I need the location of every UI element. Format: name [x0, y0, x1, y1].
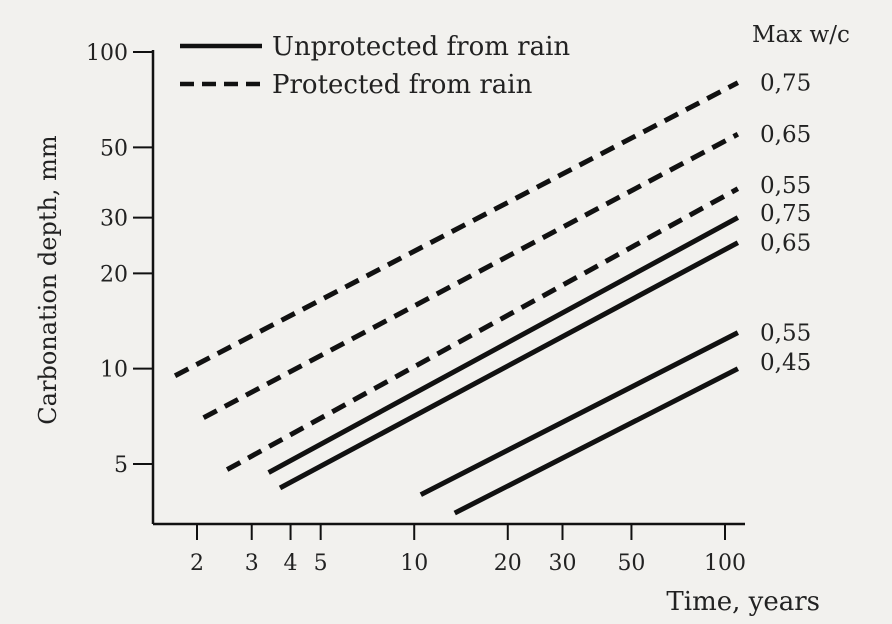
series-end-label: 0,55 — [760, 173, 811, 199]
y-tick-label: 30 — [100, 207, 128, 232]
y-tick-label: 5 — [114, 453, 128, 478]
series-line-dashed-0-55 — [225, 186, 740, 472]
data-series — [173, 80, 740, 516]
end-labels: 0,750,650,550,750,650,550,45 — [760, 71, 811, 376]
series-end-label: 0,65 — [760, 231, 811, 257]
y-tick-label: 100 — [86, 41, 128, 66]
end-label-header: Max w/c — [752, 22, 850, 48]
series-line-solid-0-65 — [278, 240, 740, 491]
x-tick-label: 30 — [549, 551, 577, 576]
x-tick-label: 4 — [284, 551, 298, 576]
series-line-dashed-0-65 — [202, 132, 740, 420]
y-tick-label: 10 — [100, 358, 128, 383]
x-ticks: 2 3 4 5 10 20 30 50 100 — [190, 524, 746, 576]
series-end-label: 0,65 — [760, 122, 811, 148]
series-line-solid-0-75 — [267, 215, 740, 475]
x-tick-label: 3 — [245, 551, 259, 576]
y-tick-label: 20 — [100, 262, 128, 287]
x-tick-label: 100 — [704, 551, 746, 576]
x-tick-label: 50 — [617, 551, 645, 576]
x-tick-label: 10 — [400, 551, 428, 576]
series-line-solid-0-55 — [419, 330, 740, 497]
y-tick-label: 50 — [100, 136, 128, 161]
legend: Unprotected from rain Protected from rai… — [180, 32, 570, 100]
y-ticks: 5 10 20 30 50 100 — [86, 41, 153, 478]
legend-label-protected: Protected from rain — [272, 70, 533, 100]
x-axis-title: Time, years — [666, 587, 820, 617]
legend-label-unprotected: Unprotected from rain — [272, 32, 570, 62]
series-end-label: 0,75 — [760, 71, 811, 97]
series-line-solid-0-45 — [453, 366, 739, 516]
series-end-label: 0,55 — [760, 321, 811, 347]
x-tick-label: 20 — [494, 551, 522, 576]
y-axis-title: Carbonation depth, mm — [34, 135, 62, 425]
series-line-dashed-0-75 — [173, 80, 740, 378]
series-end-label: 0,75 — [760, 201, 811, 227]
series-end-label: 0,45 — [760, 350, 811, 376]
x-tick-label: 5 — [314, 551, 328, 576]
x-tick-label: 2 — [190, 551, 204, 576]
